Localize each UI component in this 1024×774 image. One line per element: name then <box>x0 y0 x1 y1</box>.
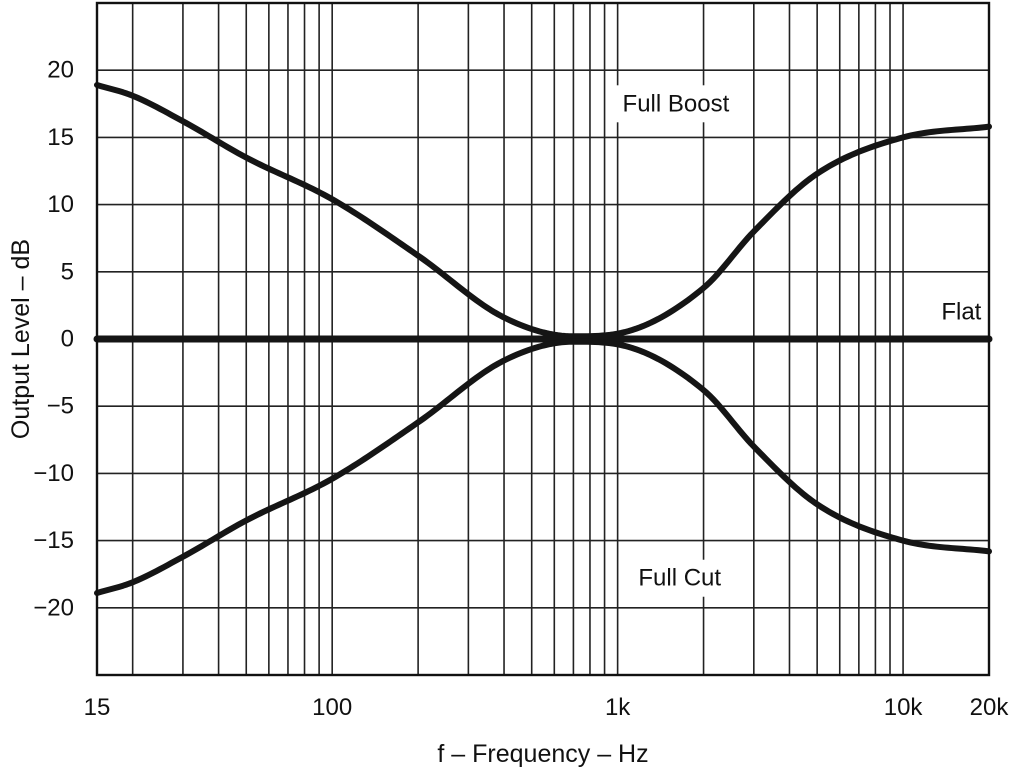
plot-frame <box>95 1 991 677</box>
y-tick-label: −15 <box>33 527 74 554</box>
series-label-background <box>630 559 730 597</box>
y-tick-label: 10 <box>47 191 74 218</box>
x-tick-label: 10k <box>884 694 924 721</box>
y-tick-label: 20 <box>47 57 74 84</box>
series-label-full-cut: Full Cut <box>638 565 721 592</box>
series-label-background <box>933 293 990 331</box>
y-axis-title: Output Level – dB <box>7 239 35 439</box>
series-label-full-boost: Full Boost <box>623 90 730 117</box>
x-tick-label: 100 <box>312 694 352 721</box>
x-tick-label: 1k <box>605 694 631 721</box>
x-tick-label: 15 <box>84 694 111 721</box>
series-label-background <box>614 85 738 123</box>
y-tick-label: 15 <box>47 124 74 151</box>
y-tick-label: −5 <box>47 393 74 420</box>
y-tick-label: −20 <box>33 594 74 621</box>
curves <box>93 81 993 597</box>
series-line-full-boost <box>94 81 992 340</box>
y-tick-label: −10 <box>33 460 74 487</box>
series-label-flat: Flat <box>941 299 981 326</box>
x-tick-labels: 15 100 1k 10k 20k <box>84 694 1010 721</box>
y-tick-labels: 20 15 10 5 0 −5 −10 −15 −20 <box>33 57 74 622</box>
series-line-full-cut <box>94 338 992 597</box>
y-tick-label: 5 <box>61 258 74 285</box>
x-tick-label: 20k <box>970 694 1010 721</box>
y-tick-label: 0 <box>61 326 74 353</box>
x-axis-title: f – Frequency – Hz <box>437 740 648 768</box>
series-labels: Full Boost Flat Full Cut <box>614 85 990 597</box>
